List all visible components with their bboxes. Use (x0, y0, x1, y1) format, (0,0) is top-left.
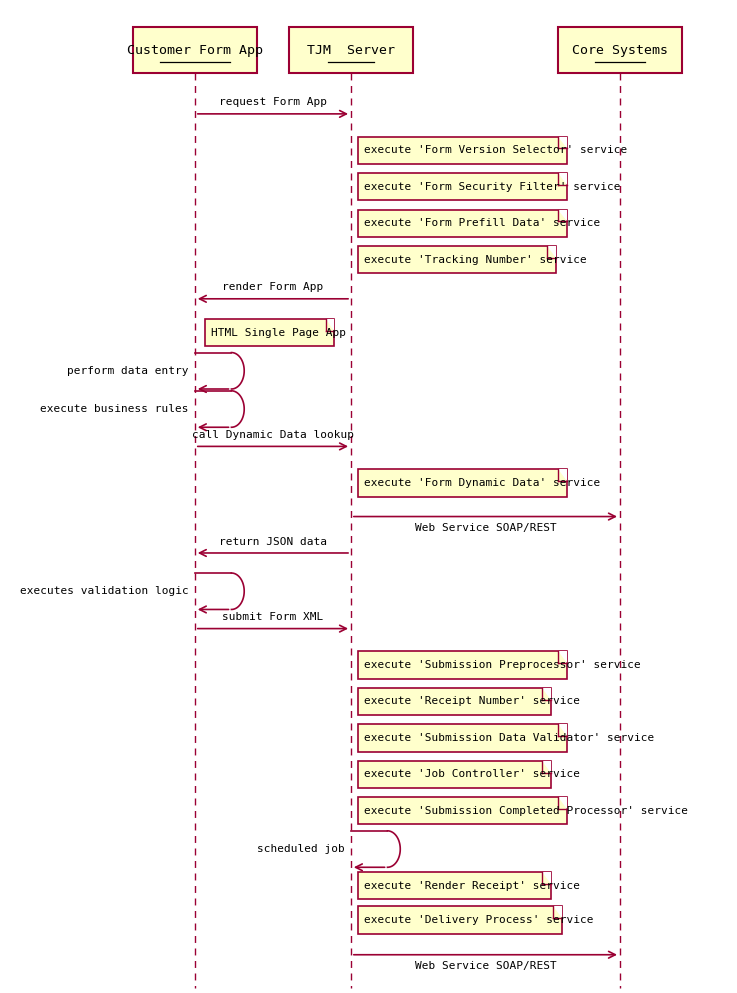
FancyBboxPatch shape (133, 28, 257, 72)
Text: execute 'Submission Data Validator' service: execute 'Submission Data Validator' serv… (364, 733, 654, 743)
Polygon shape (558, 651, 567, 663)
Text: TJM  Server: TJM Server (307, 44, 395, 57)
Text: render Form App: render Form App (223, 282, 324, 292)
Polygon shape (553, 907, 562, 919)
FancyBboxPatch shape (357, 651, 567, 678)
Polygon shape (558, 797, 567, 809)
Text: execute 'Form Dynamic Data' service: execute 'Form Dynamic Data' service (364, 478, 601, 488)
Text: execute 'Receipt Number' service: execute 'Receipt Number' service (364, 696, 580, 706)
Polygon shape (542, 688, 551, 700)
Text: HTML Single Page App: HTML Single Page App (212, 328, 346, 338)
Text: Core Systems: Core Systems (572, 44, 668, 57)
FancyBboxPatch shape (357, 137, 567, 164)
Text: execute 'Form Security Filter' service: execute 'Form Security Filter' service (364, 182, 621, 192)
FancyBboxPatch shape (205, 319, 335, 347)
Text: Web Service SOAP/REST: Web Service SOAP/REST (414, 961, 556, 971)
Polygon shape (542, 872, 551, 884)
FancyBboxPatch shape (357, 761, 551, 788)
Text: execute 'Form Prefill Data' service: execute 'Form Prefill Data' service (364, 218, 601, 228)
Text: execute 'Tracking Number' service: execute 'Tracking Number' service (364, 254, 587, 265)
Text: execute 'Form Version Selector' service: execute 'Form Version Selector' service (364, 145, 627, 155)
Text: scheduled job: scheduled job (256, 844, 344, 854)
FancyBboxPatch shape (357, 724, 567, 752)
Text: Web Service SOAP/REST: Web Service SOAP/REST (414, 523, 556, 533)
Polygon shape (548, 246, 556, 258)
Polygon shape (558, 137, 567, 149)
Text: submit Form XML: submit Form XML (223, 613, 324, 623)
Text: request Form App: request Form App (219, 97, 327, 107)
Text: Customer Form App: Customer Form App (127, 44, 263, 57)
FancyBboxPatch shape (357, 173, 567, 201)
FancyBboxPatch shape (558, 28, 682, 72)
FancyBboxPatch shape (357, 872, 551, 900)
Text: executes validation logic: executes validation logic (19, 586, 188, 596)
Text: return JSON data: return JSON data (219, 536, 327, 546)
FancyBboxPatch shape (289, 28, 413, 72)
Text: execute 'Render Receipt' service: execute 'Render Receipt' service (364, 881, 580, 891)
Text: execute 'Job Controller' service: execute 'Job Controller' service (364, 770, 580, 780)
Polygon shape (558, 724, 567, 736)
Text: execute 'Delivery Process' service: execute 'Delivery Process' service (364, 916, 594, 925)
Polygon shape (558, 173, 567, 185)
Polygon shape (558, 469, 567, 481)
FancyBboxPatch shape (357, 907, 562, 933)
Polygon shape (326, 319, 335, 331)
FancyBboxPatch shape (357, 797, 567, 824)
FancyBboxPatch shape (357, 688, 551, 715)
FancyBboxPatch shape (357, 246, 556, 273)
Polygon shape (542, 761, 551, 773)
Polygon shape (558, 210, 567, 221)
Text: execute 'Submission Completed Processor' service: execute 'Submission Completed Processor'… (364, 805, 688, 816)
FancyBboxPatch shape (357, 210, 567, 237)
Text: execute business rules: execute business rules (40, 404, 188, 414)
Text: perform data entry: perform data entry (67, 365, 188, 375)
FancyBboxPatch shape (357, 469, 567, 496)
Text: call Dynamic Data lookup: call Dynamic Data lookup (192, 430, 354, 440)
Text: execute 'Submission Preprocessor' service: execute 'Submission Preprocessor' servic… (364, 660, 641, 670)
